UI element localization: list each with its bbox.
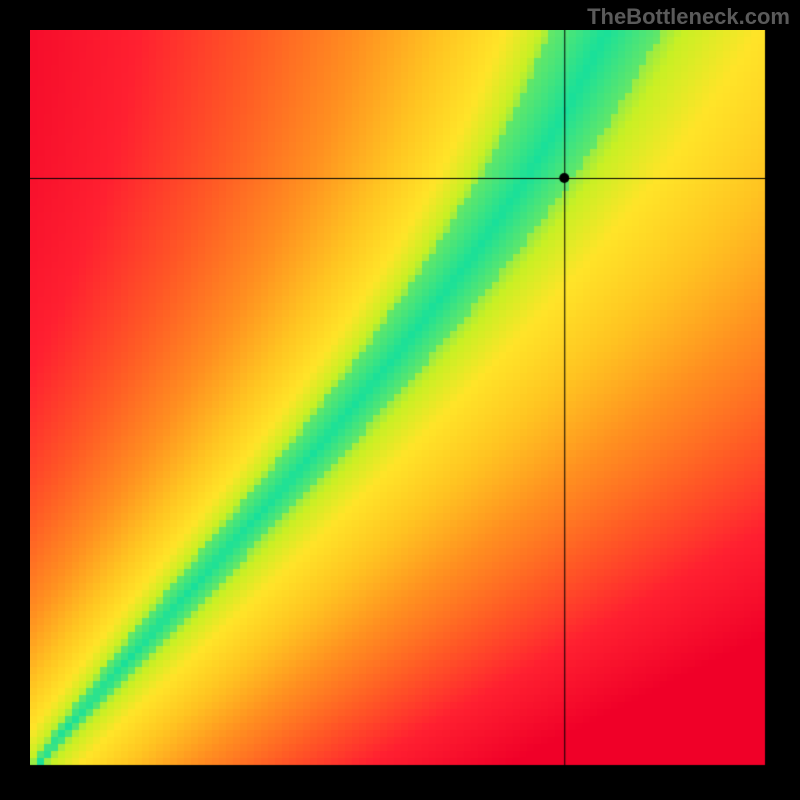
watermark-text: TheBottleneck.com [587, 4, 790, 30]
chart-container: TheBottleneck.com [0, 0, 800, 800]
bottleneck-heatmap [30, 30, 770, 770]
